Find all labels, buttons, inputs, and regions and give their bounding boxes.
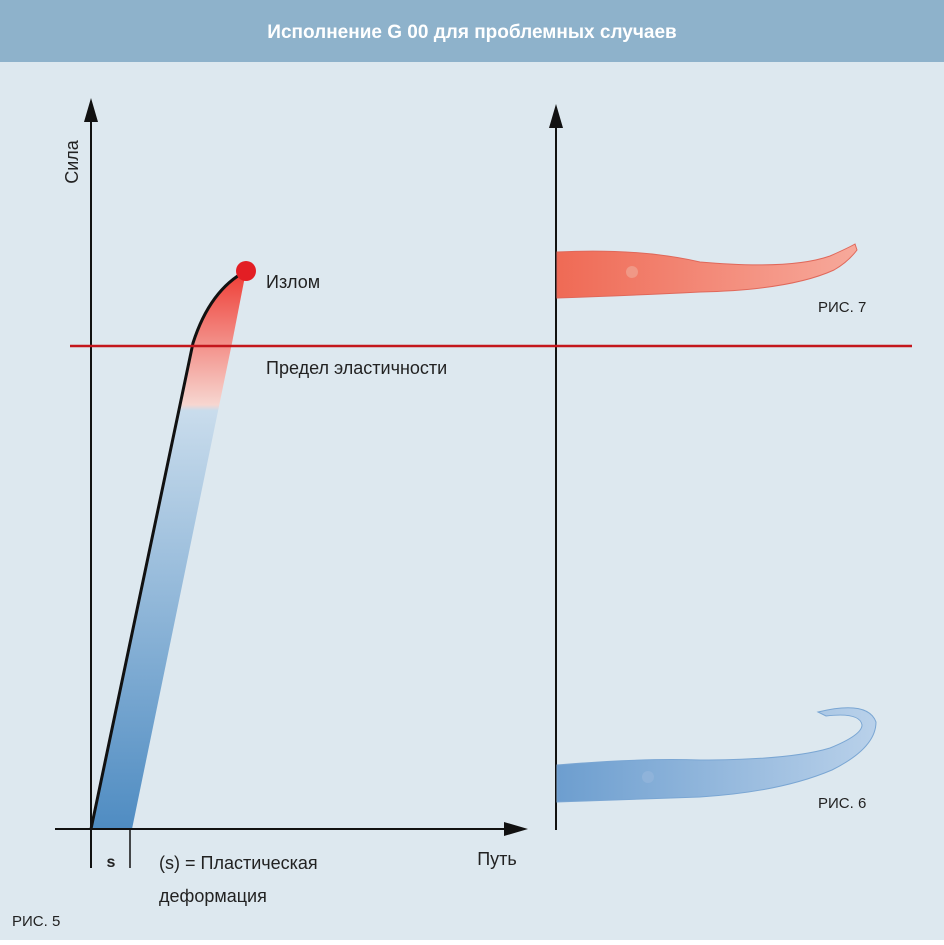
blue-hook-hole xyxy=(642,771,654,783)
plastic-label: (s) = Пластическая xyxy=(159,853,318,873)
y-axis-label: Сила xyxy=(62,139,82,184)
red-hook-hole xyxy=(626,266,638,278)
background xyxy=(0,0,944,940)
plastic-label: деформация xyxy=(159,886,267,906)
break-point xyxy=(236,261,256,281)
header-title: Исполнение G 00 для проблемных случаев xyxy=(267,22,676,43)
elastic-limit-label: Предел эластичности xyxy=(266,358,447,378)
break-label: Излом xyxy=(266,272,320,292)
figure-label: РИС. 7 xyxy=(818,299,866,316)
x-axis-label: Путь xyxy=(477,849,517,869)
figure-label: РИС. 5 xyxy=(12,913,60,930)
s-label: s xyxy=(107,854,116,871)
page: Исполнение G 00 для проблемных случаев С… xyxy=(0,0,944,940)
figure-label: РИС. 6 xyxy=(818,795,866,812)
